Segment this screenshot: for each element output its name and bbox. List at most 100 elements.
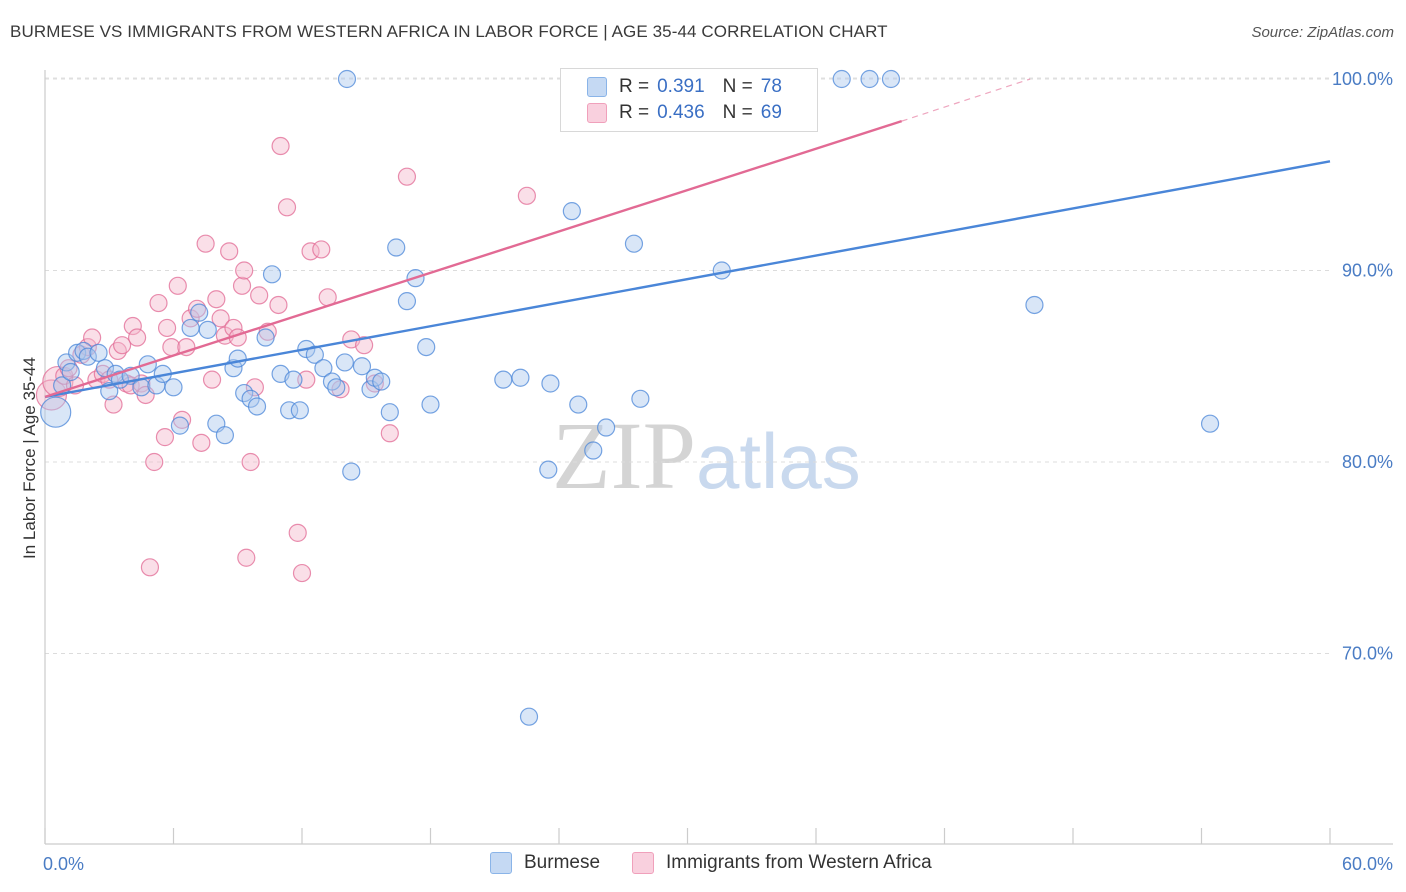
western-africa-point	[269, 295, 288, 315]
burmese-point	[314, 359, 333, 378]
western-africa-point	[177, 338, 196, 357]
burmese-point	[631, 389, 650, 408]
burmese-trend-line	[44, 160, 1331, 399]
x-tick-label-max: 60.0%	[1342, 854, 1393, 874]
burmese-point	[1025, 295, 1044, 315]
western-africa-point	[140, 558, 160, 577]
western-africa-point	[271, 136, 290, 156]
legend-row-western-africa: R = 0.436 N = 69	[587, 100, 782, 126]
burmese-point	[417, 338, 436, 357]
legend-n-value: 78	[760, 76, 782, 97]
western-africa-point	[220, 242, 239, 261]
western-africa-point	[355, 336, 374, 355]
burmese-point	[397, 292, 417, 311]
tick-labels: 70.0% 80.0% 90.0% 100.0% 0.0% 60.0%	[43, 69, 1393, 874]
western-africa-point	[192, 433, 211, 452]
western-africa-point	[202, 370, 222, 389]
western-africa-point	[292, 563, 312, 583]
western-africa-point	[127, 328, 147, 347]
burmese-point	[597, 418, 616, 437]
burmese-point	[511, 368, 530, 387]
legend-n-label: N =	[722, 102, 753, 123]
western-africa-point	[207, 290, 226, 309]
burmese-point	[215, 426, 234, 445]
burmese-point	[290, 401, 309, 420]
burmese-point	[198, 320, 217, 339]
burmese-point	[541, 374, 560, 393]
western-africa-point	[245, 378, 264, 397]
legend-swatch-western-africa	[587, 103, 607, 123]
burmese-point	[327, 378, 346, 397]
burmese-point	[352, 357, 372, 376]
burmese-point	[247, 397, 267, 416]
chart-source: Source: ZipAtlas.com	[1251, 24, 1394, 41]
burmese-point	[256, 328, 275, 347]
bottom-legend-label-western-africa: Immigrants from Western Africa	[666, 852, 932, 873]
burmese-point	[519, 707, 539, 726]
trend-lines	[44, 78, 1331, 399]
y-tick-label: 80.0%	[1342, 452, 1393, 472]
legend-n-label: N =	[722, 76, 753, 97]
y-tick-label: 90.0%	[1342, 261, 1393, 281]
western-africa-point	[112, 336, 132, 355]
burmese-point	[380, 403, 399, 422]
burmese-point	[494, 370, 513, 389]
burmese-point	[372, 372, 391, 391]
burmese-point	[712, 261, 731, 280]
burmese-point	[78, 347, 97, 366]
burmese-point	[68, 343, 87, 362]
burmese-point	[335, 353, 354, 372]
burmese-point	[89, 343, 108, 362]
western-africa-point	[83, 328, 102, 347]
western-africa-point	[517, 186, 536, 205]
western-africa-point	[168, 276, 187, 295]
burmese-point	[881, 69, 901, 89]
western-africa-point	[196, 234, 215, 253]
western-africa-point	[157, 318, 177, 338]
y-axis-title: In Labor Force | Age 35-44	[20, 357, 39, 559]
western-africa-point	[241, 452, 260, 472]
western-africa-point	[104, 395, 123, 414]
western-africa-point	[123, 316, 142, 336]
bottom-legend-swatch-western-africa	[632, 852, 654, 874]
burmese-point	[181, 318, 200, 338]
legend-n-value: 69	[760, 102, 782, 123]
western-africa-point	[149, 293, 168, 313]
western-africa-trend-extension	[901, 78, 1031, 122]
y-tick-label: 70.0%	[1342, 644, 1393, 664]
burmese-point	[61, 362, 80, 382]
legend-row-burmese: R = 0.391 N = 78	[587, 74, 782, 100]
axes	[44, 70, 1393, 845]
burmese-point	[280, 401, 299, 420]
burmese-point	[40, 396, 72, 428]
legend-r-label: R =	[619, 76, 650, 97]
western-africa-point	[297, 370, 316, 389]
legend-swatch-burmese	[587, 77, 607, 97]
burmese-point	[284, 370, 303, 389]
burmese-point	[1200, 414, 1220, 433]
burmese-point	[228, 349, 247, 368]
burmese-point	[262, 265, 282, 284]
y-tick-label: 100.0%	[1332, 69, 1393, 89]
bottom-legend-label-burmese: Burmese	[524, 852, 601, 873]
burmese-point	[387, 238, 406, 257]
x-tick-label-min: 0.0%	[43, 854, 84, 874]
western-africa-point	[237, 548, 256, 567]
western-africa-point	[397, 167, 417, 186]
burmese-point	[832, 69, 851, 89]
burmese-point	[584, 441, 603, 460]
western-africa-point	[277, 198, 297, 217]
western-africa-trend-line	[44, 119, 903, 399]
legend-r-label: R =	[619, 102, 650, 123]
legend-r-value: 0.391	[657, 76, 705, 97]
western-africa-point	[288, 523, 307, 542]
burmese-point	[569, 395, 588, 414]
legend-r-value: 0.436	[657, 102, 705, 123]
burmese-point	[860, 69, 879, 89]
western-africa-point	[155, 428, 175, 447]
legend: R = 0.391 N = 78 R = 0.436 N = 69	[560, 68, 818, 132]
burmese-point	[624, 234, 644, 253]
western-africa-point	[235, 261, 254, 280]
burmese-point	[170, 416, 190, 435]
